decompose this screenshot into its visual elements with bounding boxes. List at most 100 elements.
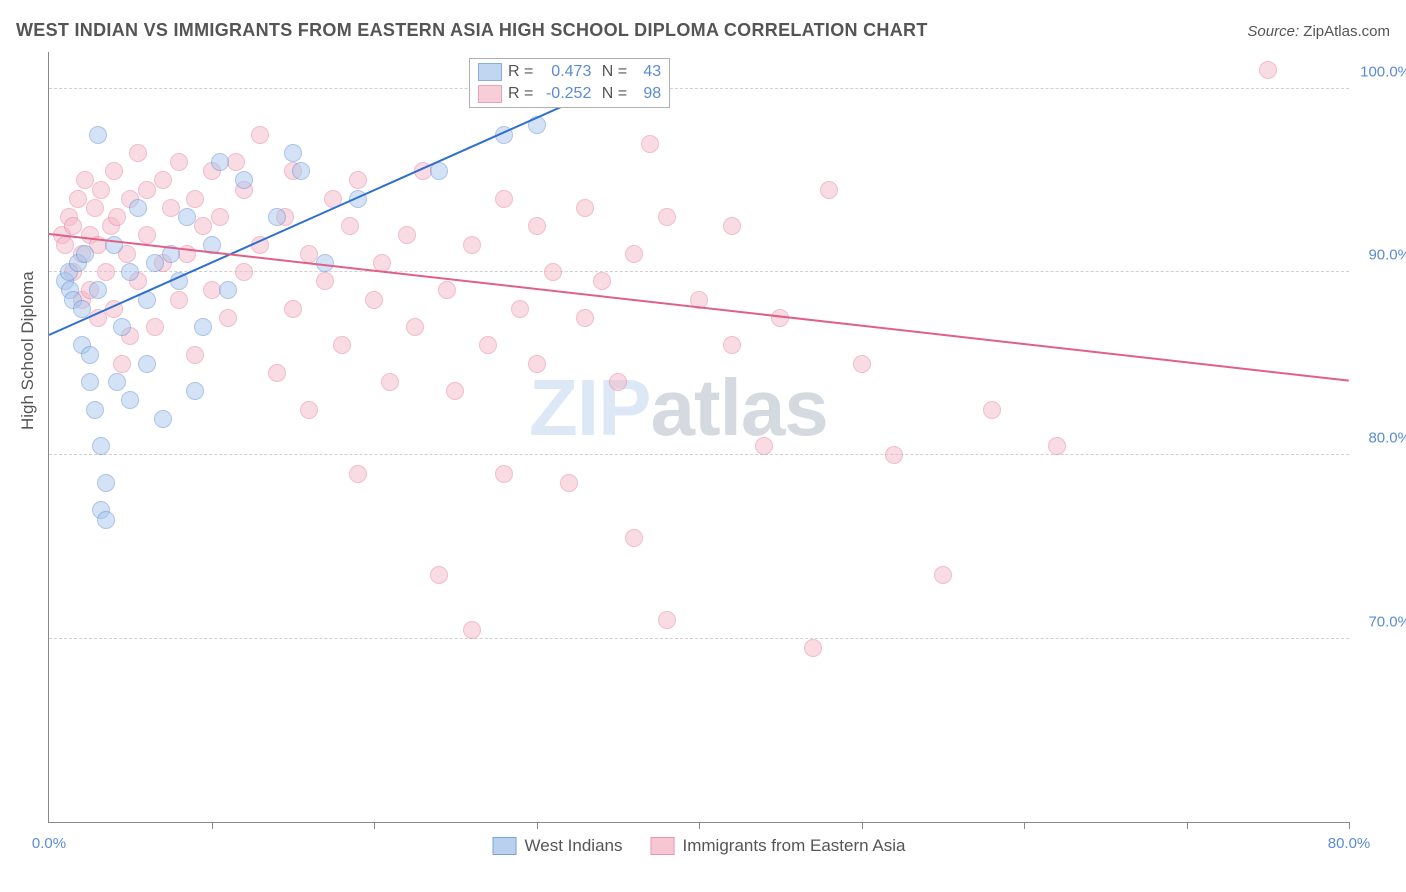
scatter-point (219, 309, 237, 327)
scatter-point (349, 465, 367, 483)
scatter-point (81, 346, 99, 364)
series-legend: West Indians Immigrants from Eastern Asia (493, 836, 906, 856)
scatter-point (723, 336, 741, 354)
scatter-point (154, 171, 172, 189)
chart-title: WEST INDIAN VS IMMIGRANTS FROM EASTERN A… (16, 20, 928, 41)
scatter-point (194, 318, 212, 336)
scatter-point (300, 245, 318, 263)
legend-n-value: 43 (633, 61, 661, 83)
scatter-point (1259, 61, 1277, 79)
scatter-point (138, 355, 156, 373)
scatter-point (284, 300, 302, 318)
scatter-point (609, 373, 627, 391)
legend-r-value: -0.252 (539, 83, 591, 105)
scatter-point (284, 144, 302, 162)
x-tick-label: 0.0% (32, 835, 66, 852)
scatter-point (186, 190, 204, 208)
scatter-point (89, 281, 107, 299)
scatter-point (511, 300, 529, 318)
scatter-point (146, 254, 164, 272)
scatter-point (316, 272, 334, 290)
scatter-point (479, 336, 497, 354)
scatter-point (138, 181, 156, 199)
scatter-point (235, 171, 253, 189)
x-tick (862, 822, 863, 829)
scatter-point (97, 474, 115, 492)
scatter-point (300, 401, 318, 419)
gridline (49, 454, 1349, 455)
legend-n-label: N = (597, 83, 627, 105)
scatter-point (430, 566, 448, 584)
y-axis-label: High School Diploma (18, 271, 38, 430)
scatter-point (219, 281, 237, 299)
scatter-point (97, 263, 115, 281)
scatter-point (92, 437, 110, 455)
scatter-point (121, 391, 139, 409)
legend-swatch (651, 837, 675, 855)
x-tick (212, 822, 213, 829)
scatter-point (438, 281, 456, 299)
scatter-point (528, 217, 546, 235)
x-tick (1024, 822, 1025, 829)
scatter-point (89, 126, 107, 144)
scatter-point (97, 511, 115, 529)
scatter-point (76, 245, 94, 263)
scatter-point (121, 263, 139, 281)
scatter-point (227, 153, 245, 171)
scatter-point (398, 226, 416, 244)
scatter-point (593, 272, 611, 290)
scatter-point (349, 171, 367, 189)
scatter-point (178, 208, 196, 226)
legend-row: R =0.473 N =43 (478, 61, 661, 83)
scatter-point (365, 291, 383, 309)
y-tick-label: 100.0% (1360, 63, 1406, 80)
scatter-point (64, 217, 82, 235)
scatter-point (268, 208, 286, 226)
scatter-point (105, 162, 123, 180)
scatter-point (129, 144, 147, 162)
watermark: ZIPatlas (529, 362, 828, 454)
scatter-point (105, 236, 123, 254)
legend-n-value: 98 (633, 83, 661, 105)
legend-row: R =-0.252 N =98 (478, 83, 661, 105)
scatter-point (81, 373, 99, 391)
scatter-point (495, 465, 513, 483)
scatter-point (170, 291, 188, 309)
scatter-point (853, 355, 871, 373)
scatter-point (1048, 437, 1066, 455)
scatter-point (186, 382, 204, 400)
scatter-point (170, 153, 188, 171)
chart-header: WEST INDIAN VS IMMIGRANTS FROM EASTERN A… (16, 20, 1390, 41)
legend-swatch (493, 837, 517, 855)
x-tick (1349, 822, 1350, 829)
scatter-point (934, 566, 952, 584)
scatter-point (194, 217, 212, 235)
scatter-point (576, 199, 594, 217)
x-tick (699, 822, 700, 829)
legend-item: West Indians (493, 836, 623, 856)
y-tick-label: 80.0% (1368, 430, 1406, 447)
scatter-point (235, 263, 253, 281)
scatter-point (463, 621, 481, 639)
scatter-point (625, 529, 643, 547)
scatter-point (69, 190, 87, 208)
scatter-point (268, 364, 286, 382)
legend-label: West Indians (525, 836, 623, 856)
x-tick-label: 80.0% (1328, 835, 1371, 852)
scatter-point (113, 355, 131, 373)
chart-source: Source: ZipAtlas.com (1247, 23, 1390, 40)
legend-item: Immigrants from Eastern Asia (651, 836, 906, 856)
scatter-point (341, 217, 359, 235)
scatter-point (129, 199, 147, 217)
scatter-point (86, 199, 104, 217)
source-label: Source: (1247, 23, 1299, 40)
scatter-point (576, 309, 594, 327)
scatter-point (56, 236, 74, 254)
scatter-point (292, 162, 310, 180)
scatter-point (146, 318, 164, 336)
source-value: ZipAtlas.com (1303, 23, 1390, 40)
y-tick-label: 70.0% (1368, 613, 1406, 630)
scatter-point (76, 171, 94, 189)
correlation-legend: R =0.473 N =43R =-0.252 N =98 (469, 58, 670, 108)
legend-label: Immigrants from Eastern Asia (683, 836, 906, 856)
